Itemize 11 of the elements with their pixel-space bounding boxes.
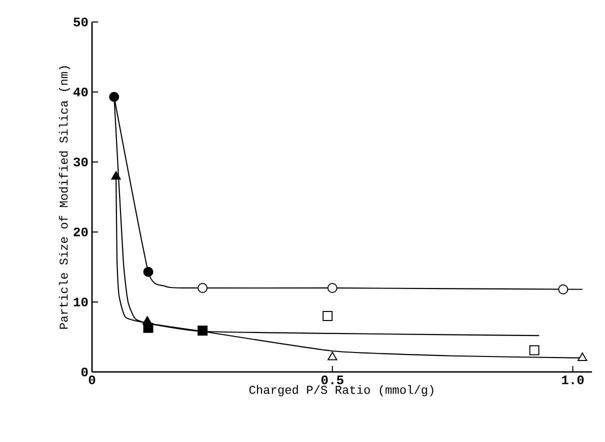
y-tick-label: 50 xyxy=(74,18,88,26)
x-axis-title: Charged P/S Ratio (mmol/g) xyxy=(249,385,434,396)
x-tick-label: 0 xyxy=(88,375,96,384)
y-tick-label: 0 xyxy=(81,368,88,376)
x-tick-label: 1.0 xyxy=(562,375,584,384)
y-tick-label: 30 xyxy=(74,158,88,166)
x-tick-label: 0.5 xyxy=(321,375,344,384)
y-tick-label: 10 xyxy=(74,298,88,306)
y-axis-title: Particle Size of Modified Silica (nm) xyxy=(58,66,70,329)
y-tick-label: 40 xyxy=(73,88,88,96)
y-tick-label: 20 xyxy=(74,228,88,236)
